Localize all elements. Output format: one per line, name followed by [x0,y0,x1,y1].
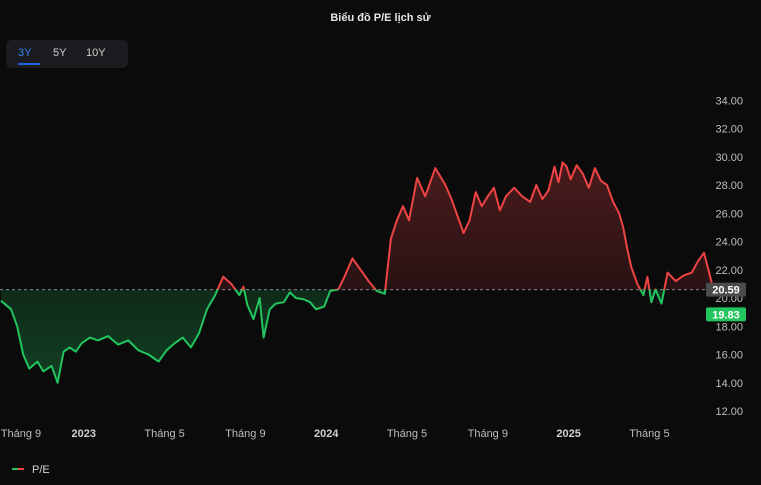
area-above-baseline [1,162,725,290]
y-tick-label: 32.00 [715,124,743,136]
range-tab-10y[interactable]: 10Y [86,47,106,59]
y-tick-label: 18.00 [715,321,743,333]
pe-line-above [216,161,725,290]
chart-title: Biểu đồ P/E lịch sử [330,12,431,24]
y-tick-label: 28.00 [715,180,743,192]
legend-label: P/E [32,464,50,476]
x-tick-label: 2024 [314,428,339,440]
range-tab-5y[interactable]: 5Y [53,47,67,59]
reference-value-badge-bg [706,307,746,322]
y-tick-label: 22.00 [715,265,743,277]
y-tick-label: 14.00 [715,378,743,390]
y-tick-label: 26.00 [715,208,743,220]
reference-value-badge: 19.83 [712,309,740,321]
x-tick-label: Tháng 9 [1,428,41,440]
y-tick-label: 30.00 [715,152,743,164]
time-range-selector: 3Y 5Y 10Y [6,40,128,68]
legend-line-icon [12,468,24,471]
range-tab-3y[interactable]: 3Y [18,47,32,59]
x-tick-label: Tháng 9 [225,428,265,440]
y-tick-label: 12.00 [715,406,743,418]
x-tick-label: 2023 [72,428,96,440]
current-value-badge-bg [706,282,746,297]
x-tick-label: Tháng 5 [387,428,427,440]
y-tick-label: 34.00 [715,95,743,107]
y-tick-label: 16.00 [715,350,743,362]
area-below-baseline [1,289,665,383]
x-tick-label: Tháng 9 [468,428,508,440]
pe-line-below [0,289,725,384]
x-tick-label: Tháng 5 [629,428,669,440]
active-tab-indicator [18,63,40,65]
current-value-badge: 20.59 [712,285,740,297]
y-tick-label: 24.00 [715,237,743,249]
x-tick-label: 2025 [556,428,580,440]
x-tick-label: Tháng 5 [144,428,184,440]
chart-legend[interactable]: P/E [12,464,50,476]
